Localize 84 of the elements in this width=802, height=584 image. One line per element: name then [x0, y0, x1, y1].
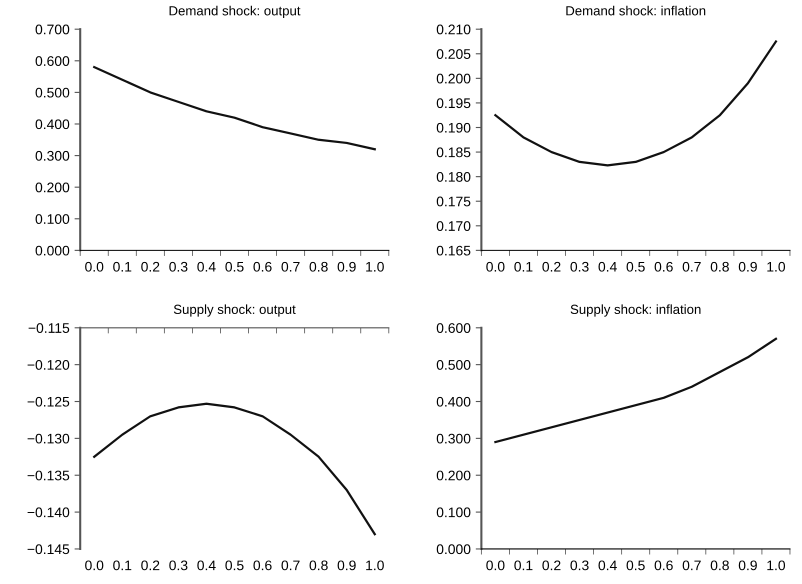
y-tick-label: 0.500	[436, 360, 470, 370]
y-tick-label: 0.190	[436, 122, 470, 133]
x-tick-label: 0.9	[738, 262, 757, 272]
y-tick-label: 0.180	[436, 172, 470, 182]
y-tick-label: 0.165	[436, 246, 470, 256]
y-tick-label: −0.145	[28, 544, 70, 554]
x-tick-label: 0.7	[682, 262, 701, 272]
x-tick-label: 0.6	[654, 560, 673, 570]
y-tick-label: −0.120	[28, 360, 70, 370]
x-tick-label: 0.9	[338, 560, 356, 570]
y-tick-label: 0.170	[436, 221, 470, 231]
y-tick-label: −0.140	[28, 507, 70, 518]
line-series	[93, 66, 376, 150]
x-tick-label: 0.2	[542, 560, 560, 570]
chart-title: Supply shock: inflation	[570, 304, 700, 317]
x-tick-label: 0.6	[654, 262, 673, 272]
x-tick-label: 0.3	[570, 262, 589, 272]
chart-title: Demand shock: inflation	[566, 6, 706, 16]
line-series	[93, 402, 376, 536]
x-tick-label: 0.6	[253, 560, 272, 570]
x-tick-label: 0.5	[626, 262, 645, 272]
y-tick-label: 0.400	[36, 119, 70, 130]
line-series	[494, 40, 778, 166]
x-tick-label: 0.2	[542, 262, 560, 272]
y-tick-label: 0.200	[436, 470, 470, 480]
x-tick-label: 1.0	[767, 560, 786, 570]
x-tick-label: 0.4	[598, 560, 617, 570]
x-tick-label: 0.3	[169, 560, 188, 570]
x-tick-label: 0.6	[253, 262, 272, 272]
y-tick-label: −0.115	[28, 323, 70, 333]
x-tick-label: 0.8	[310, 560, 328, 570]
x-tick-label: 0.1	[113, 262, 132, 272]
line-series	[494, 338, 778, 444]
chart-title: Demand shock: output	[170, 6, 300, 18]
x-tick-label: 0.1	[514, 262, 532, 272]
x-tick-label: 1.0	[366, 560, 384, 570]
x-tick-label: 1.0	[366, 262, 384, 272]
x-tick-label: 0.0	[486, 560, 505, 570]
y-tick-label: 0.000	[436, 544, 470, 554]
y-tick-label: −0.135	[28, 470, 70, 480]
y-tick-label: 0.700	[36, 24, 70, 34]
x-tick-label: 0.4	[598, 262, 617, 272]
y-tick-label: 0.600	[36, 56, 70, 66]
x-tick-label: 0.0	[486, 262, 505, 272]
x-tick-label: 0.8	[710, 560, 729, 570]
x-tick-label: 0.4	[197, 560, 216, 570]
y-tick-label: 0.175	[436, 196, 470, 206]
y-tick-label: −0.125	[28, 396, 70, 407]
x-tick-label: 1.0	[767, 262, 786, 272]
x-tick-label: 0.9	[738, 560, 757, 570]
x-tick-label: 0.9	[338, 262, 356, 272]
x-tick-label: 0.0	[85, 560, 104, 570]
x-tick-label: 0.3	[169, 262, 188, 272]
y-tick-label: 0.195	[436, 98, 470, 108]
x-tick-label: 0.5	[626, 560, 645, 570]
x-tick-label: 0.2	[141, 560, 160, 570]
x-tick-label: 0.7	[281, 262, 300, 272]
y-tick-label: 0.100	[436, 507, 470, 518]
x-tick-label: 0.1	[113, 560, 132, 570]
x-tick-label: 0.0	[85, 262, 104, 272]
x-tick-label: 0.8	[310, 262, 328, 272]
x-tick-label: 0.2	[141, 262, 160, 272]
x-tick-label: 0.7	[682, 560, 701, 570]
x-tick-label: 0.5	[225, 262, 244, 272]
x-tick-label: 0.1	[514, 560, 532, 570]
y-tick-label: 0.300	[36, 150, 70, 161]
y-tick-label: 0.205	[436, 49, 470, 59]
y-tick-label: 0.210	[436, 24, 470, 34]
y-tick-label: 0.200	[36, 182, 70, 192]
x-tick-label: 0.8	[710, 262, 729, 272]
y-tick-label: 0.400	[436, 396, 470, 407]
y-tick-label: 0.500	[36, 88, 70, 98]
y-tick-label: 0.000	[36, 246, 70, 256]
x-tick-label: 0.5	[225, 560, 244, 570]
y-tick-label: −0.130	[28, 434, 70, 444]
x-tick-label: 0.3	[570, 560, 589, 570]
y-tick-label: 0.600	[436, 323, 470, 333]
x-tick-label: 0.7	[281, 560, 300, 570]
y-tick-label: 0.300	[436, 434, 470, 444]
chart-title: Supply shock: output	[174, 304, 296, 317]
y-tick-label: 0.185	[436, 147, 470, 158]
y-tick-label: 0.100	[36, 214, 70, 224]
x-tick-label: 0.4	[197, 262, 216, 272]
y-tick-label: 0.200	[436, 74, 470, 84]
